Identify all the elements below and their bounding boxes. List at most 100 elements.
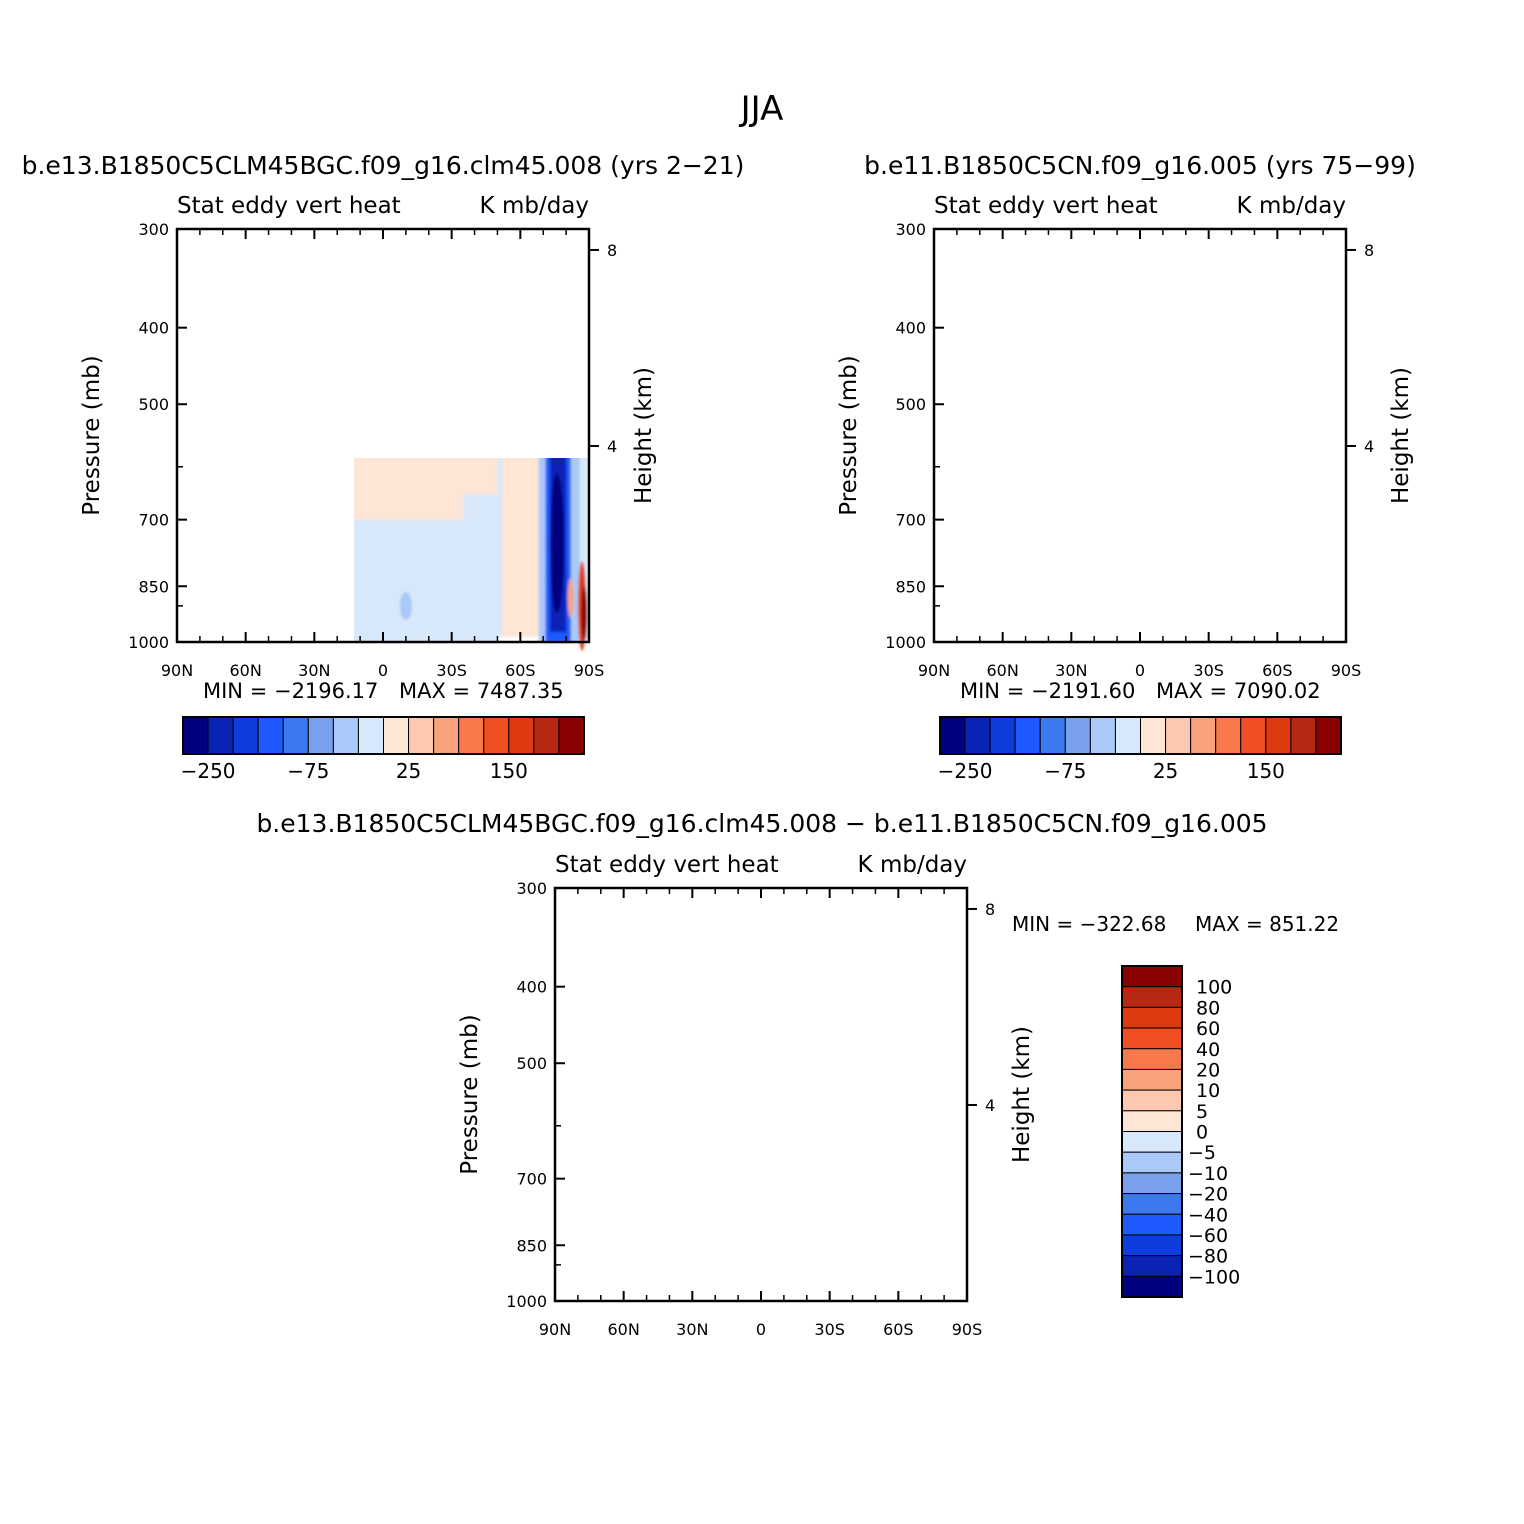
y2-axis-title: Height (km) <box>1388 367 1414 504</box>
contour-field <box>934 229 1346 651</box>
colorbar: −250 −75 25 150 <box>181 716 585 783</box>
contour-region <box>1307 473 1321 613</box>
contour-region <box>782 1257 790 1281</box>
height-tick-label: 4 <box>607 437 617 456</box>
colorbar-label: −75 <box>287 759 329 783</box>
units-label: K mb/day <box>480 193 589 219</box>
colorbar-swatch <box>433 716 460 755</box>
colorbar-swatch <box>1121 1255 1183 1277</box>
contour-region <box>321 586 331 626</box>
lat-tick-label: 60S <box>1262 661 1293 680</box>
colorbar-swatch <box>207 716 234 755</box>
colorbar-swatch <box>1121 1027 1183 1050</box>
contour-field <box>243 229 589 651</box>
pressure-tick-label: 500 <box>516 1054 547 1073</box>
pressure-tick-label: 850 <box>138 577 169 596</box>
contour-region <box>922 1225 930 1305</box>
y-axis-title: Pressure (mb) <box>457 1014 483 1174</box>
height-tick-label: 8 <box>1364 241 1374 260</box>
contour-region <box>692 987 698 1167</box>
colorbar-swatch <box>458 716 485 755</box>
contour-region <box>581 585 588 642</box>
colorbar-swatch <box>1121 965 1183 988</box>
contour-region <box>702 1156 714 1276</box>
lat-tick-label: 60S <box>505 661 536 680</box>
contour-region <box>579 458 589 642</box>
colorbar-label: 80 <box>1196 997 1220 1019</box>
contour-region <box>610 888 628 1301</box>
colorbar-swatch <box>1121 1234 1183 1257</box>
colorbar-swatch <box>558 716 585 755</box>
colorbar-swatch <box>1121 1151 1183 1174</box>
colorbar-swatch <box>1121 986 1183 1008</box>
colorbar-swatch <box>483 716 510 755</box>
lat-tick-label: 60N <box>608 1320 640 1339</box>
colorbar-label: 10 <box>1196 1080 1220 1102</box>
colorbar-swatch <box>508 716 535 755</box>
height-tick-label: 8 <box>607 241 617 260</box>
colorbar-swatch <box>332 716 359 755</box>
colorbar-swatch <box>1121 1048 1183 1070</box>
variable-label: Stat eddy vert heat <box>177 193 401 219</box>
lat-tick-label: 30S <box>1193 661 1224 680</box>
lat-tick-label: 90S <box>1331 661 1362 680</box>
variable-label: Stat eddy vert heat <box>555 852 779 878</box>
contour-region <box>497 637 539 642</box>
panel-reference-run: b.e11.B1850C5CN.f09_g16.005 (yrs 75−99) S… <box>836 151 1416 783</box>
colorbar-label: 150 <box>1247 759 1285 783</box>
pressure-tick-label: 400 <box>516 978 547 997</box>
colorbar-swatch <box>1014 716 1041 755</box>
figure-title: JJA <box>739 89 784 129</box>
colorbar-swatch <box>1121 1275 1183 1298</box>
variable-label: Stat eddy vert heat <box>934 193 1158 219</box>
contour-shapes <box>243 229 589 651</box>
contour-region <box>738 888 772 1301</box>
pressure-tick-label: 300 <box>516 879 547 898</box>
contour-region <box>1076 550 1104 646</box>
colorbar-swatch <box>1039 716 1066 755</box>
lat-tick-label: 60S <box>883 1320 914 1339</box>
contour-region <box>311 371 323 491</box>
contour-region <box>1307 262 1323 632</box>
lat-tick-label: 90S <box>952 1320 983 1339</box>
colorbar-label: 60 <box>1196 1018 1220 1040</box>
colorbar-label: −75 <box>1044 759 1086 783</box>
contour-region <box>938 1230 954 1300</box>
contour-region <box>243 229 296 642</box>
pressure-tick-label: 400 <box>895 319 926 338</box>
colorbar-swatch <box>964 716 991 755</box>
pressure-tick-label: 1000 <box>885 633 926 652</box>
colorbar-label: −60 <box>1188 1225 1228 1247</box>
min-label: MIN = −322.68 <box>1012 912 1166 936</box>
contour-region <box>1303 229 1328 642</box>
y2-axis-title: Height (km) <box>1009 1026 1035 1163</box>
contour-region <box>1000 229 1053 642</box>
panel-control-run: b.e13.B1850C5CLM45BGC.f09_g16.clm45.008 … <box>22 151 745 783</box>
colorbar-label: 40 <box>1196 1039 1220 1061</box>
colorbar-frame <box>1121 965 1183 1298</box>
contour-region <box>729 1219 739 1279</box>
pressure-tick-label: 500 <box>138 395 169 414</box>
lat-tick-label: 0 <box>756 1320 766 1339</box>
contour-region <box>871 888 887 1301</box>
lat-tick-label: 0 <box>378 661 388 680</box>
colorbar-swatch <box>1190 716 1217 755</box>
colorbar-label: −250 <box>938 759 993 783</box>
contour-region <box>567 578 574 619</box>
pressure-tick-label: 700 <box>138 511 169 530</box>
contour-region <box>1259 229 1296 642</box>
contour-region <box>758 1078 774 1218</box>
colorbar-label: −20 <box>1188 1184 1228 1206</box>
plot-frame <box>932 227 1348 644</box>
max-label: MAX = 7487.35 <box>399 679 564 703</box>
contour-region <box>932 1175 956 1315</box>
colorbar-swatch <box>1121 1172 1183 1195</box>
colorbar-swatch <box>1140 716 1167 755</box>
colorbar-swatch <box>1290 716 1317 755</box>
colorbar-label: −10 <box>1188 1163 1228 1185</box>
colorbar-swatch <box>307 716 334 755</box>
colorbar-swatch <box>1165 716 1192 755</box>
pressure-tick-label: 300 <box>138 220 169 239</box>
lat-tick-label: 0 <box>1135 661 1145 680</box>
